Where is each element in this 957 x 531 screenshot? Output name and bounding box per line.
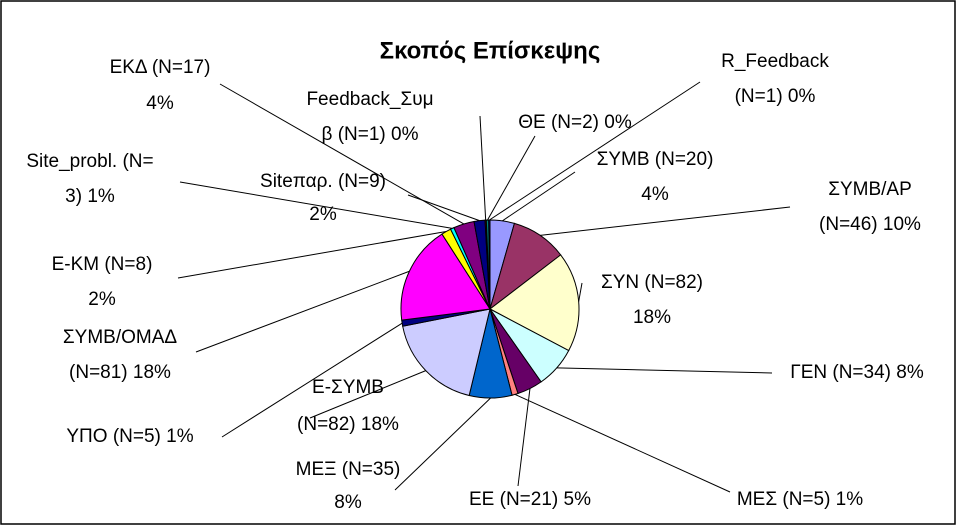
leader-line [487, 135, 536, 221]
data-label: (N=81) 18% [69, 362, 171, 383]
data-label: Ε-ΣΥΜΒ [312, 377, 384, 398]
data-label: ΜΕΞ (N=35) [296, 459, 401, 480]
data-label: 2% [309, 204, 337, 225]
leader-line [221, 322, 403, 438]
data-label: 2% [88, 289, 116, 310]
data-label: Site_probl. (N= [26, 151, 153, 172]
leader-line [179, 181, 453, 229]
data-label: 4% [641, 184, 669, 205]
leader-line [489, 81, 701, 221]
leader-line [195, 270, 410, 353]
data-label: R_Feedback [721, 51, 829, 72]
leader-line [177, 231, 447, 279]
data-label: 3) 1% [65, 186, 115, 207]
data-label: ΓΕΝ (N=34) 8% [790, 362, 924, 383]
leader-line [407, 194, 480, 222]
data-label: ΣΥΜΒ/ΟΜΑΔ [63, 327, 177, 348]
data-label: Siteπαρ. (N=9) [260, 171, 386, 192]
leader-line [309, 370, 426, 419]
data-label: 4% [146, 93, 174, 114]
pie-slice [402, 308, 491, 397]
data-label: ΜΕΣ (N=5) 1% [737, 489, 863, 510]
pie-slice [400, 233, 491, 321]
data-label: (N=82) 18% [297, 414, 399, 435]
pie-slice [489, 254, 580, 352]
data-label: 18% [633, 307, 671, 328]
chart-title: Σκοπός Επίσκεψης [380, 37, 601, 64]
data-label: ΣΥΜΒ/ΑΡ [828, 179, 912, 200]
data-label: ΕΚΔ (N=17) [110, 57, 211, 78]
leader-line [578, 282, 583, 302]
data-label: ΥΠΟ (N=5) 1% [66, 426, 193, 447]
data-label: ΣΥΝ (N=82) [601, 272, 703, 293]
leader-line [502, 171, 576, 222]
data-label: Feedback_Συμ [306, 89, 433, 110]
data-label: 8% [334, 492, 362, 513]
data-label: β (N=1) 0% [322, 124, 419, 145]
leader-line [514, 393, 731, 493]
data-label: (N=1) 0% [735, 86, 816, 107]
leader-line [517, 388, 531, 487]
data-label: ΘΕ (N=2) 0% [518, 112, 632, 133]
data-label: ΕΕ (N=21) 5% [469, 489, 591, 510]
data-label: Ε-ΚΜ (N=8) [52, 254, 153, 275]
data-label: ΣΥΜΒ (N=20) [597, 149, 714, 170]
leader-line [394, 397, 491, 491]
data-label: (N=46) 10% [819, 214, 921, 235]
leader-line [479, 115, 487, 221]
leader-line [556, 367, 773, 374]
leader-line [540, 206, 791, 236]
